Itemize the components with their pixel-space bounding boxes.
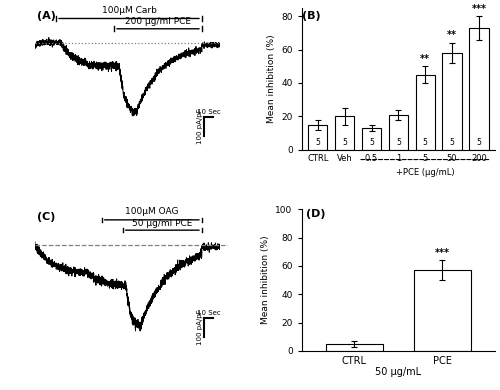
Bar — [414, 270, 471, 351]
Bar — [362, 128, 381, 150]
Y-axis label: Mean inhibition (%): Mean inhibition (%) — [266, 34, 276, 123]
Text: ***: *** — [472, 4, 486, 14]
Text: 100µM Carb: 100µM Carb — [102, 6, 156, 15]
Bar — [416, 74, 435, 150]
Text: 100 pA/pF: 100 pA/pF — [197, 310, 203, 346]
Bar — [326, 344, 383, 351]
Bar — [442, 53, 462, 150]
Text: 50 µg/mL: 50 µg/mL — [376, 367, 422, 377]
Text: (D): (D) — [306, 209, 326, 219]
Text: **: ** — [447, 30, 457, 40]
Text: +PCE (µg/mL): +PCE (µg/mL) — [396, 168, 454, 177]
Bar — [469, 28, 488, 150]
Text: 100 pA/pF: 100 pA/pF — [197, 108, 203, 144]
Text: 10 Sec: 10 Sec — [196, 109, 220, 115]
Text: 5: 5 — [476, 138, 482, 147]
Bar — [335, 116, 354, 150]
Text: 5: 5 — [396, 138, 401, 147]
Text: **: ** — [420, 54, 430, 64]
Text: 100µM OAG: 100µM OAG — [125, 207, 178, 216]
Bar — [308, 124, 328, 150]
Text: (A): (A) — [37, 11, 56, 21]
Text: 200 µg/ml PCE: 200 µg/ml PCE — [125, 18, 191, 27]
Text: 5: 5 — [342, 138, 347, 147]
Text: 50 µg/ml PCE: 50 µg/ml PCE — [132, 219, 192, 228]
Text: 10 Sec: 10 Sec — [196, 310, 220, 316]
Text: 5: 5 — [423, 138, 428, 147]
Text: 5: 5 — [316, 138, 320, 147]
Text: 5: 5 — [369, 138, 374, 147]
Text: (B): (B) — [302, 11, 321, 21]
Text: ***: *** — [435, 248, 450, 258]
Bar — [388, 115, 408, 150]
Text: 5: 5 — [450, 138, 454, 147]
Y-axis label: Mean inhibition (%): Mean inhibition (%) — [261, 236, 270, 324]
Text: (C): (C) — [37, 212, 55, 222]
